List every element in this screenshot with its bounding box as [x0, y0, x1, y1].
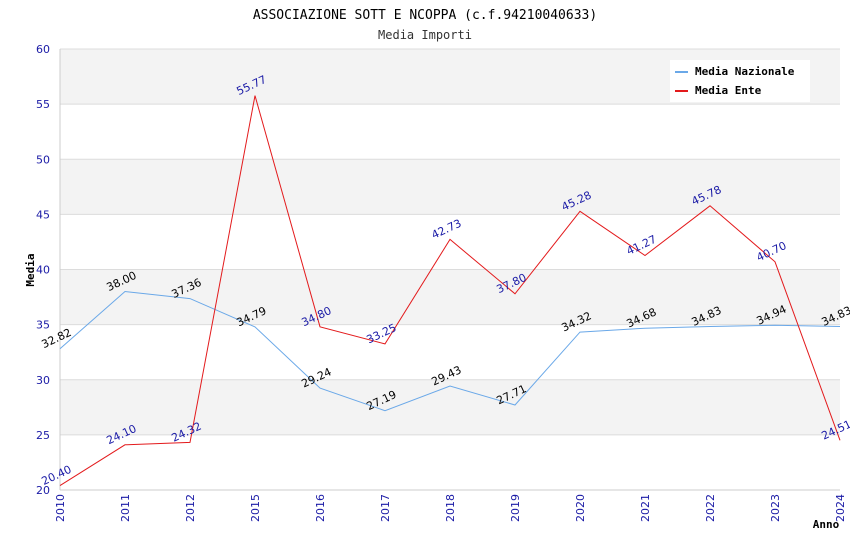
x-tick-label: 2010: [54, 494, 67, 522]
y-axis-ticks: 20 25 30 35 40 45 50 55 60: [36, 43, 50, 497]
y-tick-label: 25: [36, 429, 50, 442]
x-tick-label: 2017: [379, 494, 392, 522]
y-tick-label: 45: [36, 208, 50, 221]
x-tick-label: 2015: [249, 494, 262, 522]
chart-title: ASSOCIAZIONE SOTT E NCOPPA (c.f.94210040…: [253, 8, 597, 23]
plot-band: [60, 104, 840, 160]
x-tick-label: 2019: [509, 494, 522, 522]
y-tick-label: 20: [36, 484, 50, 497]
plot-band: [60, 379, 840, 435]
x-tick-label: 2011: [119, 494, 132, 522]
series-lines: [59, 95, 841, 487]
y-tick-label: 55: [36, 98, 50, 111]
plot-band: [60, 269, 840, 325]
plot-band: [60, 214, 840, 270]
plot-bands: [60, 49, 840, 490]
series-line-media-ente: [59, 95, 841, 487]
x-tick-label: 2018: [444, 494, 457, 522]
series-line-media-nazionale: [59, 290, 841, 412]
y-axis-label: Media: [24, 253, 37, 286]
x-tick-label: 2021: [639, 494, 652, 522]
legend-label-media-nazionale: Media Nazionale: [695, 65, 795, 78]
legend-label-media-ente: Media Ente: [695, 84, 762, 97]
gridlines: [59, 48, 840, 491]
legend-box: [670, 60, 810, 102]
x-axis-label: Anno: [813, 518, 840, 531]
y-tick-label: 35: [36, 319, 50, 332]
plot-band: [60, 324, 840, 380]
legend: Media Nazionale Media Ente: [670, 60, 810, 102]
plot-band: [60, 159, 840, 215]
x-tick-label: 2023: [769, 494, 782, 522]
x-tick-label: 2016: [314, 494, 327, 522]
y-tick-label: 30: [36, 374, 50, 387]
x-tick-label: 2012: [184, 494, 197, 522]
x-tick-label: 2020: [574, 494, 587, 522]
x-tick-label: 2024: [834, 494, 847, 522]
y-tick-label: 50: [36, 153, 50, 166]
y-tick-label: 60: [36, 43, 50, 56]
chart-subtitle: Media Importi: [378, 28, 472, 42]
plot-band: [60, 434, 840, 490]
y-tick-label: 40: [36, 264, 50, 277]
x-tick-label: 2022: [704, 494, 717, 522]
x-axis-ticks: 2010 2011 2012 2015 2016 2017 2018 2019 2020 2021…: [54, 494, 847, 522]
